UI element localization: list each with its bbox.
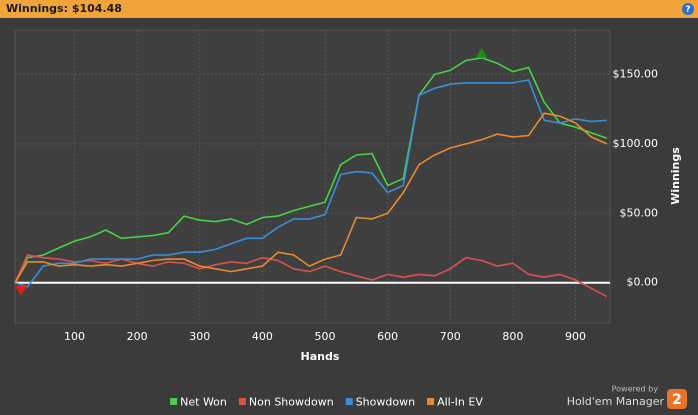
legend-item: Non Showdown [238, 396, 334, 409]
legend-swatch [345, 398, 353, 405]
x-tick-label: 700 [440, 330, 461, 343]
legend-swatch [238, 398, 246, 405]
series-line [14, 254, 608, 298]
y-tick-label: $50.00 [620, 206, 659, 219]
max-marker [475, 47, 488, 58]
x-tick-label: 100 [64, 330, 85, 343]
series-line [14, 112, 608, 284]
legend-label: Showdown [356, 396, 415, 409]
legend-item: All-In EV [427, 396, 483, 409]
x-tick-label: 600 [377, 330, 398, 343]
header-bar [0, 0, 698, 18]
y-tick-label: $150.00 [613, 67, 659, 80]
legend-swatch [427, 398, 435, 405]
plot-area [14, 29, 611, 324]
legend-item: Showdown [345, 396, 415, 409]
x-tick-label: 200 [127, 330, 148, 343]
brand-logo [667, 389, 687, 409]
x-tick-label: 300 [189, 330, 210, 343]
help-icon[interactable]: ? [685, 5, 690, 15]
x-axis-label: Hands [301, 350, 340, 363]
legend: Net Won Non Showdown Showdown All-In EV [170, 396, 483, 409]
chart-title: Winnings: $104.48 [6, 2, 122, 15]
x-tick-label: 900 [565, 330, 586, 343]
brand-version: 2 [672, 392, 682, 408]
powered-by: Powered by [612, 385, 659, 394]
brand-name: Hold'em Manager [567, 395, 665, 408]
series-line [14, 79, 607, 288]
y-tick-label: $0.00 [627, 276, 659, 289]
y-axis-label: Winnings [669, 147, 682, 205]
min-marker [15, 285, 27, 296]
legend-swatch [170, 398, 178, 405]
legend-item: Net Won [170, 396, 227, 409]
y-tick-label: $100.00 [613, 137, 659, 150]
x-tick-label: 500 [315, 330, 336, 343]
legend-label: Net Won [180, 396, 227, 409]
x-tick-label: 400 [252, 330, 273, 343]
x-tick-label: 800 [502, 330, 523, 343]
series-line [14, 56, 608, 284]
help-button[interactable] [682, 3, 694, 15]
legend-label: All-In EV [437, 396, 483, 409]
legend-label: Non Showdown [249, 396, 334, 409]
